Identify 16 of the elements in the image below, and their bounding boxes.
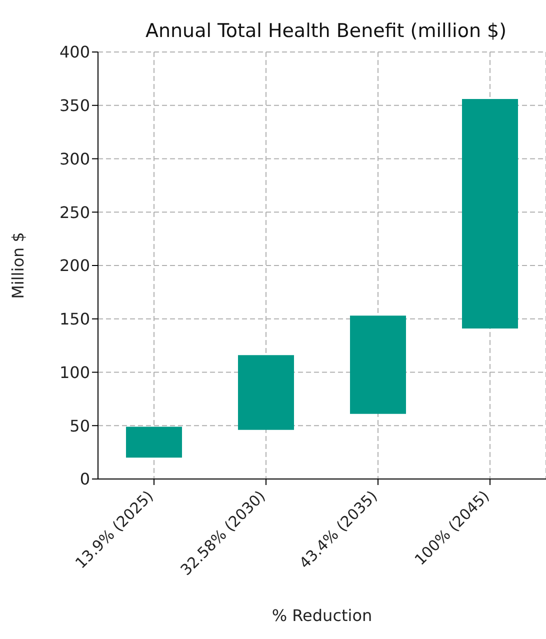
bar [238,355,294,430]
y-tick-label: 300 [59,149,90,168]
y-axis-title: Million $ [8,232,28,299]
bar [126,426,182,458]
x-axis-title: % Reduction [272,606,372,625]
y-tick-label: 100 [59,362,90,382]
y-tick-label: 250 [59,202,90,222]
y-tick-label: 350 [59,96,90,116]
bar [350,316,406,414]
y-tick-label: 50 [70,416,90,436]
bar [462,98,518,328]
y-tick-label: 200 [59,256,90,276]
chart-title: Annual Total Health Benefit (million $) [144,20,508,42]
y-tick-label: 0 [80,470,90,489]
y-tick-label: 150 [59,310,90,329]
y-tick-label: 400 [59,42,90,62]
